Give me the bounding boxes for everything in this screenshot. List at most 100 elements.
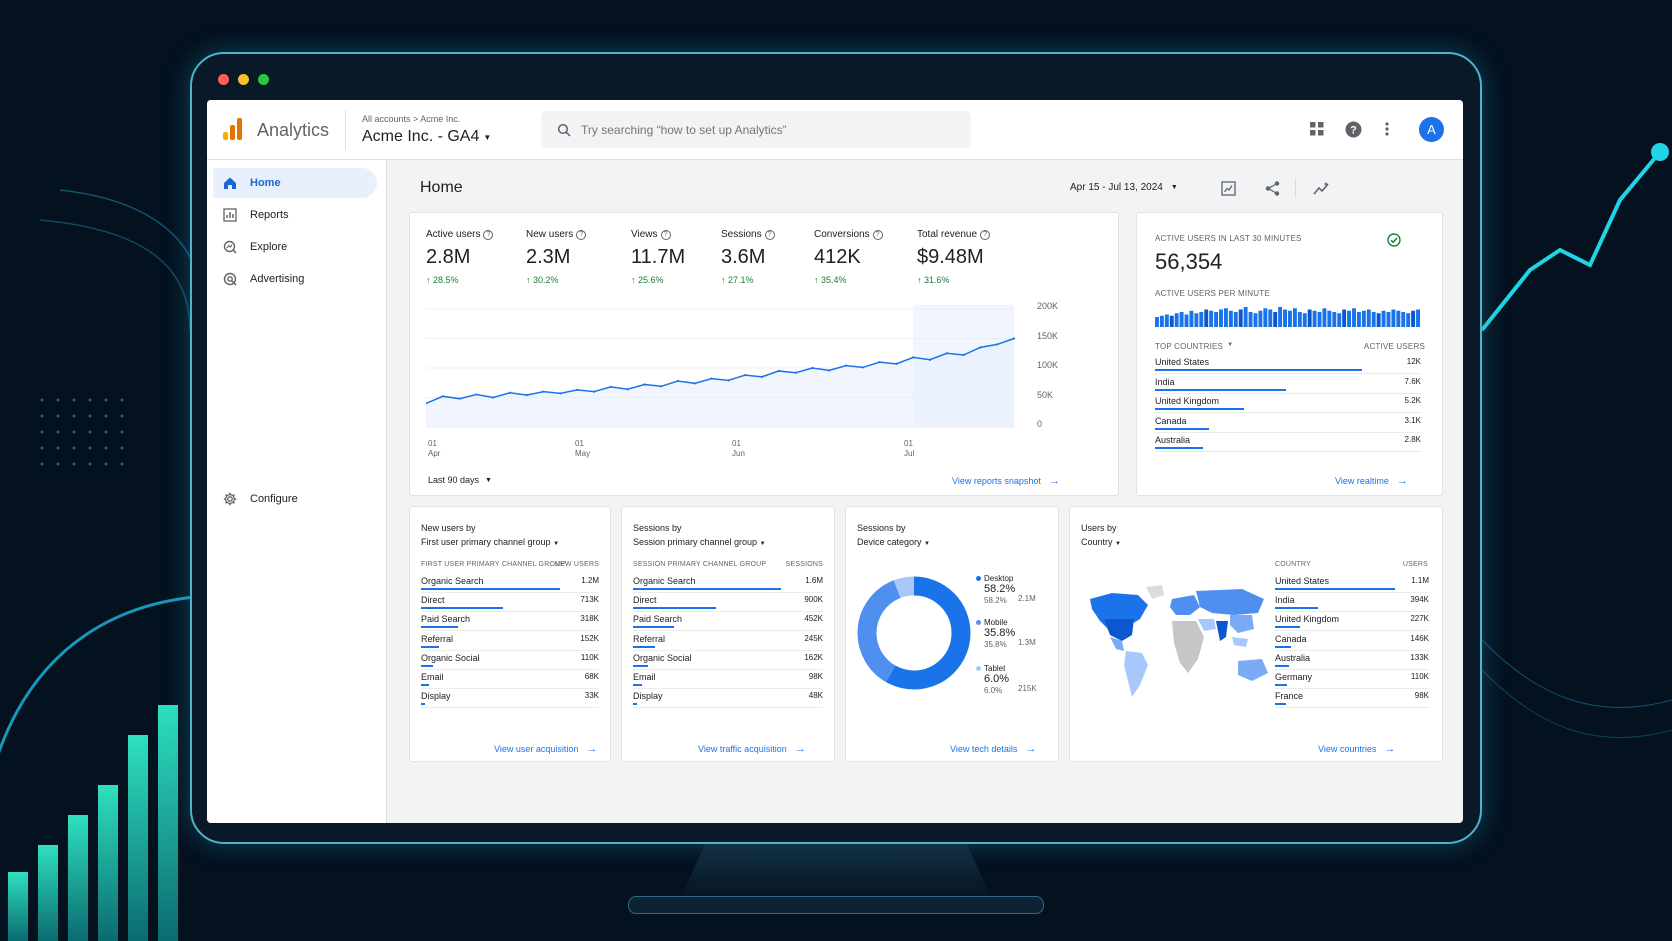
- breadcrumb[interactable]: All accounts > Acme Inc.: [362, 114, 461, 124]
- minute-bar[interactable]: [1307, 309, 1312, 328]
- minute-bar[interactable]: [1292, 308, 1297, 327]
- help-icon[interactable]: ?: [483, 229, 494, 240]
- period-selector[interactable]: Last 90 days ▼: [428, 475, 492, 485]
- minute-bar[interactable]: [1337, 313, 1342, 327]
- view-traffic-acquisition-link[interactable]: View traffic acquisition →: [698, 743, 806, 755]
- minute-bar[interactable]: [1396, 310, 1401, 327]
- sidebar-item-reports[interactable]: Reports: [213, 200, 377, 230]
- minute-bar[interactable]: [1312, 310, 1317, 327]
- minute-bar[interactable]: [1214, 312, 1219, 327]
- minute-bar[interactable]: [1263, 308, 1268, 327]
- minute-bar[interactable]: [1159, 315, 1164, 327]
- minute-bar[interactable]: [1199, 312, 1204, 327]
- dimension-selector[interactable]: Session primary channel group ▼: [633, 537, 766, 547]
- view-countries-link[interactable]: View countries →: [1318, 743, 1395, 755]
- minute-bar[interactable]: [1179, 312, 1184, 327]
- view-realtime-link[interactable]: View realtime →: [1335, 475, 1408, 487]
- legend-item-tablet[interactable]: Tablet 6.0% 6.0%: [976, 663, 1009, 696]
- kpi-views[interactable]: Views? 11.7M ↑ 25.6%: [631, 229, 685, 285]
- help-icon[interactable]: ?: [576, 229, 587, 240]
- minute-bar[interactable]: [1416, 309, 1420, 328]
- minute-bar[interactable]: [1174, 313, 1179, 327]
- minute-bar[interactable]: [1361, 310, 1366, 327]
- apps-grid-icon[interactable]: [1305, 117, 1329, 141]
- list-item[interactable]: Organic Search 1.6M: [633, 573, 823, 593]
- more-vert-icon[interactable]: [1375, 117, 1399, 141]
- minute-bar[interactable]: [1317, 312, 1322, 327]
- minute-bar[interactable]: [1347, 310, 1352, 327]
- minute-bar[interactable]: [1411, 310, 1416, 327]
- minute-bar[interactable]: [1278, 307, 1283, 327]
- minute-bar[interactable]: [1386, 312, 1391, 327]
- minute-bar[interactable]: [1189, 310, 1194, 327]
- view-tech-details-link[interactable]: View tech details →: [950, 743, 1036, 755]
- analytics-logo-icon[interactable]: [223, 118, 242, 140]
- list-item[interactable]: Display 33K: [421, 688, 599, 709]
- maximize-window-dot[interactable]: [258, 74, 269, 85]
- minute-bar[interactable]: [1273, 312, 1278, 327]
- list-item[interactable]: United States 1.1M: [1275, 573, 1429, 593]
- minute-bar[interactable]: [1376, 313, 1381, 327]
- kpi-total-revenue[interactable]: Total revenue? $9.48M ↑ 31.6%: [917, 229, 991, 285]
- help-icon[interactable]: ?: [1341, 117, 1365, 141]
- help-icon[interactable]: ?: [660, 229, 671, 240]
- sidebar-item-explore[interactable]: Explore: [213, 232, 377, 262]
- list-item[interactable]: Organic Search 1.2M: [421, 573, 599, 593]
- minute-bar[interactable]: [1243, 307, 1248, 327]
- sidebar-item-advertising[interactable]: Advertising: [213, 264, 377, 294]
- view-user-acquisition-link[interactable]: View user acquisition →: [494, 743, 597, 755]
- minute-bar[interactable]: [1356, 312, 1361, 327]
- search-input[interactable]: [581, 122, 951, 137]
- minute-bar[interactable]: [1366, 309, 1371, 328]
- list-item[interactable]: Australia 2.8K: [1155, 432, 1421, 452]
- list-item[interactable]: Email 98K: [633, 669, 823, 689]
- dimension-selector[interactable]: First user primary channel group ▼: [421, 537, 559, 547]
- minute-bar[interactable]: [1233, 312, 1238, 327]
- list-item[interactable]: United States 12K: [1155, 354, 1421, 374]
- minute-bar[interactable]: [1155, 317, 1159, 327]
- donut-slice-tablet[interactable]: [857, 576, 971, 690]
- minute-bar[interactable]: [1342, 309, 1347, 328]
- legend-item-desktop[interactable]: Desktop 58.2% 58.2%: [976, 573, 1015, 606]
- kpi-conversions[interactable]: Conversions? 412K ↑ 35.4%: [814, 229, 883, 285]
- kpi-new-users[interactable]: New users? 2.3M ↑ 30.2%: [526, 229, 587, 285]
- minute-bar[interactable]: [1253, 313, 1258, 327]
- minute-bar[interactable]: [1352, 308, 1356, 327]
- minute-bar[interactable]: [1401, 312, 1406, 327]
- minute-bar[interactable]: [1302, 313, 1307, 327]
- minute-bar[interactable]: [1322, 308, 1327, 327]
- customize-icon[interactable]: [1216, 176, 1240, 200]
- minute-bar[interactable]: [1194, 313, 1199, 327]
- minute-bar[interactable]: [1204, 309, 1209, 328]
- top-countries-selector[interactable]: TOP COUNTRIES ▼: [1155, 342, 1233, 351]
- list-item[interactable]: France 98K: [1275, 688, 1429, 709]
- list-item[interactable]: Display 48K: [633, 688, 823, 709]
- view-reports-snapshot-link[interactable]: View reports snapshot →: [952, 475, 1060, 487]
- sidebar-item-configure[interactable]: Configure: [213, 484, 377, 514]
- help-icon[interactable]: ?: [980, 229, 991, 240]
- list-item[interactable]: Email 68K: [421, 669, 599, 689]
- date-range-picker[interactable]: Apr 15 - Jul 13, 2024 ▼: [1070, 182, 1178, 193]
- minute-bar[interactable]: [1406, 313, 1411, 327]
- minute-bar[interactable]: [1268, 309, 1273, 328]
- minute-bar[interactable]: [1327, 310, 1332, 327]
- minute-bar[interactable]: [1164, 314, 1169, 328]
- legend-item-mobile[interactable]: Mobile 35.8% 35.8%: [976, 617, 1015, 650]
- minute-bar[interactable]: [1332, 312, 1337, 327]
- list-item[interactable]: Direct 713K: [421, 592, 599, 613]
- sidebar-item-home[interactable]: Home: [213, 168, 377, 198]
- list-item[interactable]: Organic Social 110K: [421, 650, 599, 670]
- insights-icon[interactable]: [1309, 176, 1333, 200]
- minute-bar[interactable]: [1248, 312, 1253, 327]
- dimension-selector[interactable]: Country ▼: [1081, 537, 1121, 547]
- list-item[interactable]: India 7.6K: [1155, 374, 1421, 394]
- list-item[interactable]: Paid Search 318K: [421, 611, 599, 632]
- list-item[interactable]: Paid Search 452K: [633, 611, 823, 632]
- donut-slice-mobile[interactable]: [857, 576, 971, 690]
- close-window-dot[interactable]: [218, 74, 229, 85]
- list-item[interactable]: Canada 146K: [1275, 631, 1429, 651]
- minute-bar[interactable]: [1381, 310, 1386, 327]
- help-icon[interactable]: ?: [872, 229, 883, 240]
- minute-bar[interactable]: [1288, 310, 1292, 327]
- minute-bar[interactable]: [1371, 312, 1376, 327]
